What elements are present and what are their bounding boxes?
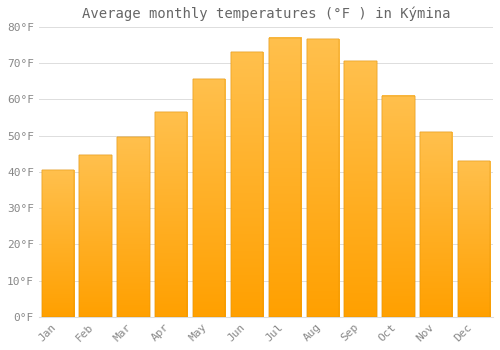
Bar xyxy=(306,40,339,317)
Bar xyxy=(306,40,339,317)
Bar xyxy=(155,112,188,317)
Bar xyxy=(382,96,414,317)
Bar xyxy=(231,52,263,317)
Bar xyxy=(42,170,74,317)
Bar xyxy=(155,112,188,317)
Bar xyxy=(420,132,452,317)
Bar xyxy=(193,79,225,317)
Bar xyxy=(269,38,301,317)
Bar xyxy=(193,79,225,317)
Bar xyxy=(80,155,112,317)
Bar xyxy=(269,38,301,317)
Title: Average monthly temperatures (°F ) in Kýmina: Average monthly temperatures (°F ) in Ký… xyxy=(82,7,450,21)
Bar xyxy=(118,137,150,317)
Bar xyxy=(42,170,74,317)
Bar xyxy=(231,52,263,317)
Bar xyxy=(420,132,452,317)
Bar xyxy=(458,161,490,317)
Bar xyxy=(382,96,414,317)
Bar xyxy=(344,61,376,317)
Bar xyxy=(118,137,150,317)
Bar xyxy=(344,61,376,317)
Bar xyxy=(458,161,490,317)
Bar xyxy=(80,155,112,317)
